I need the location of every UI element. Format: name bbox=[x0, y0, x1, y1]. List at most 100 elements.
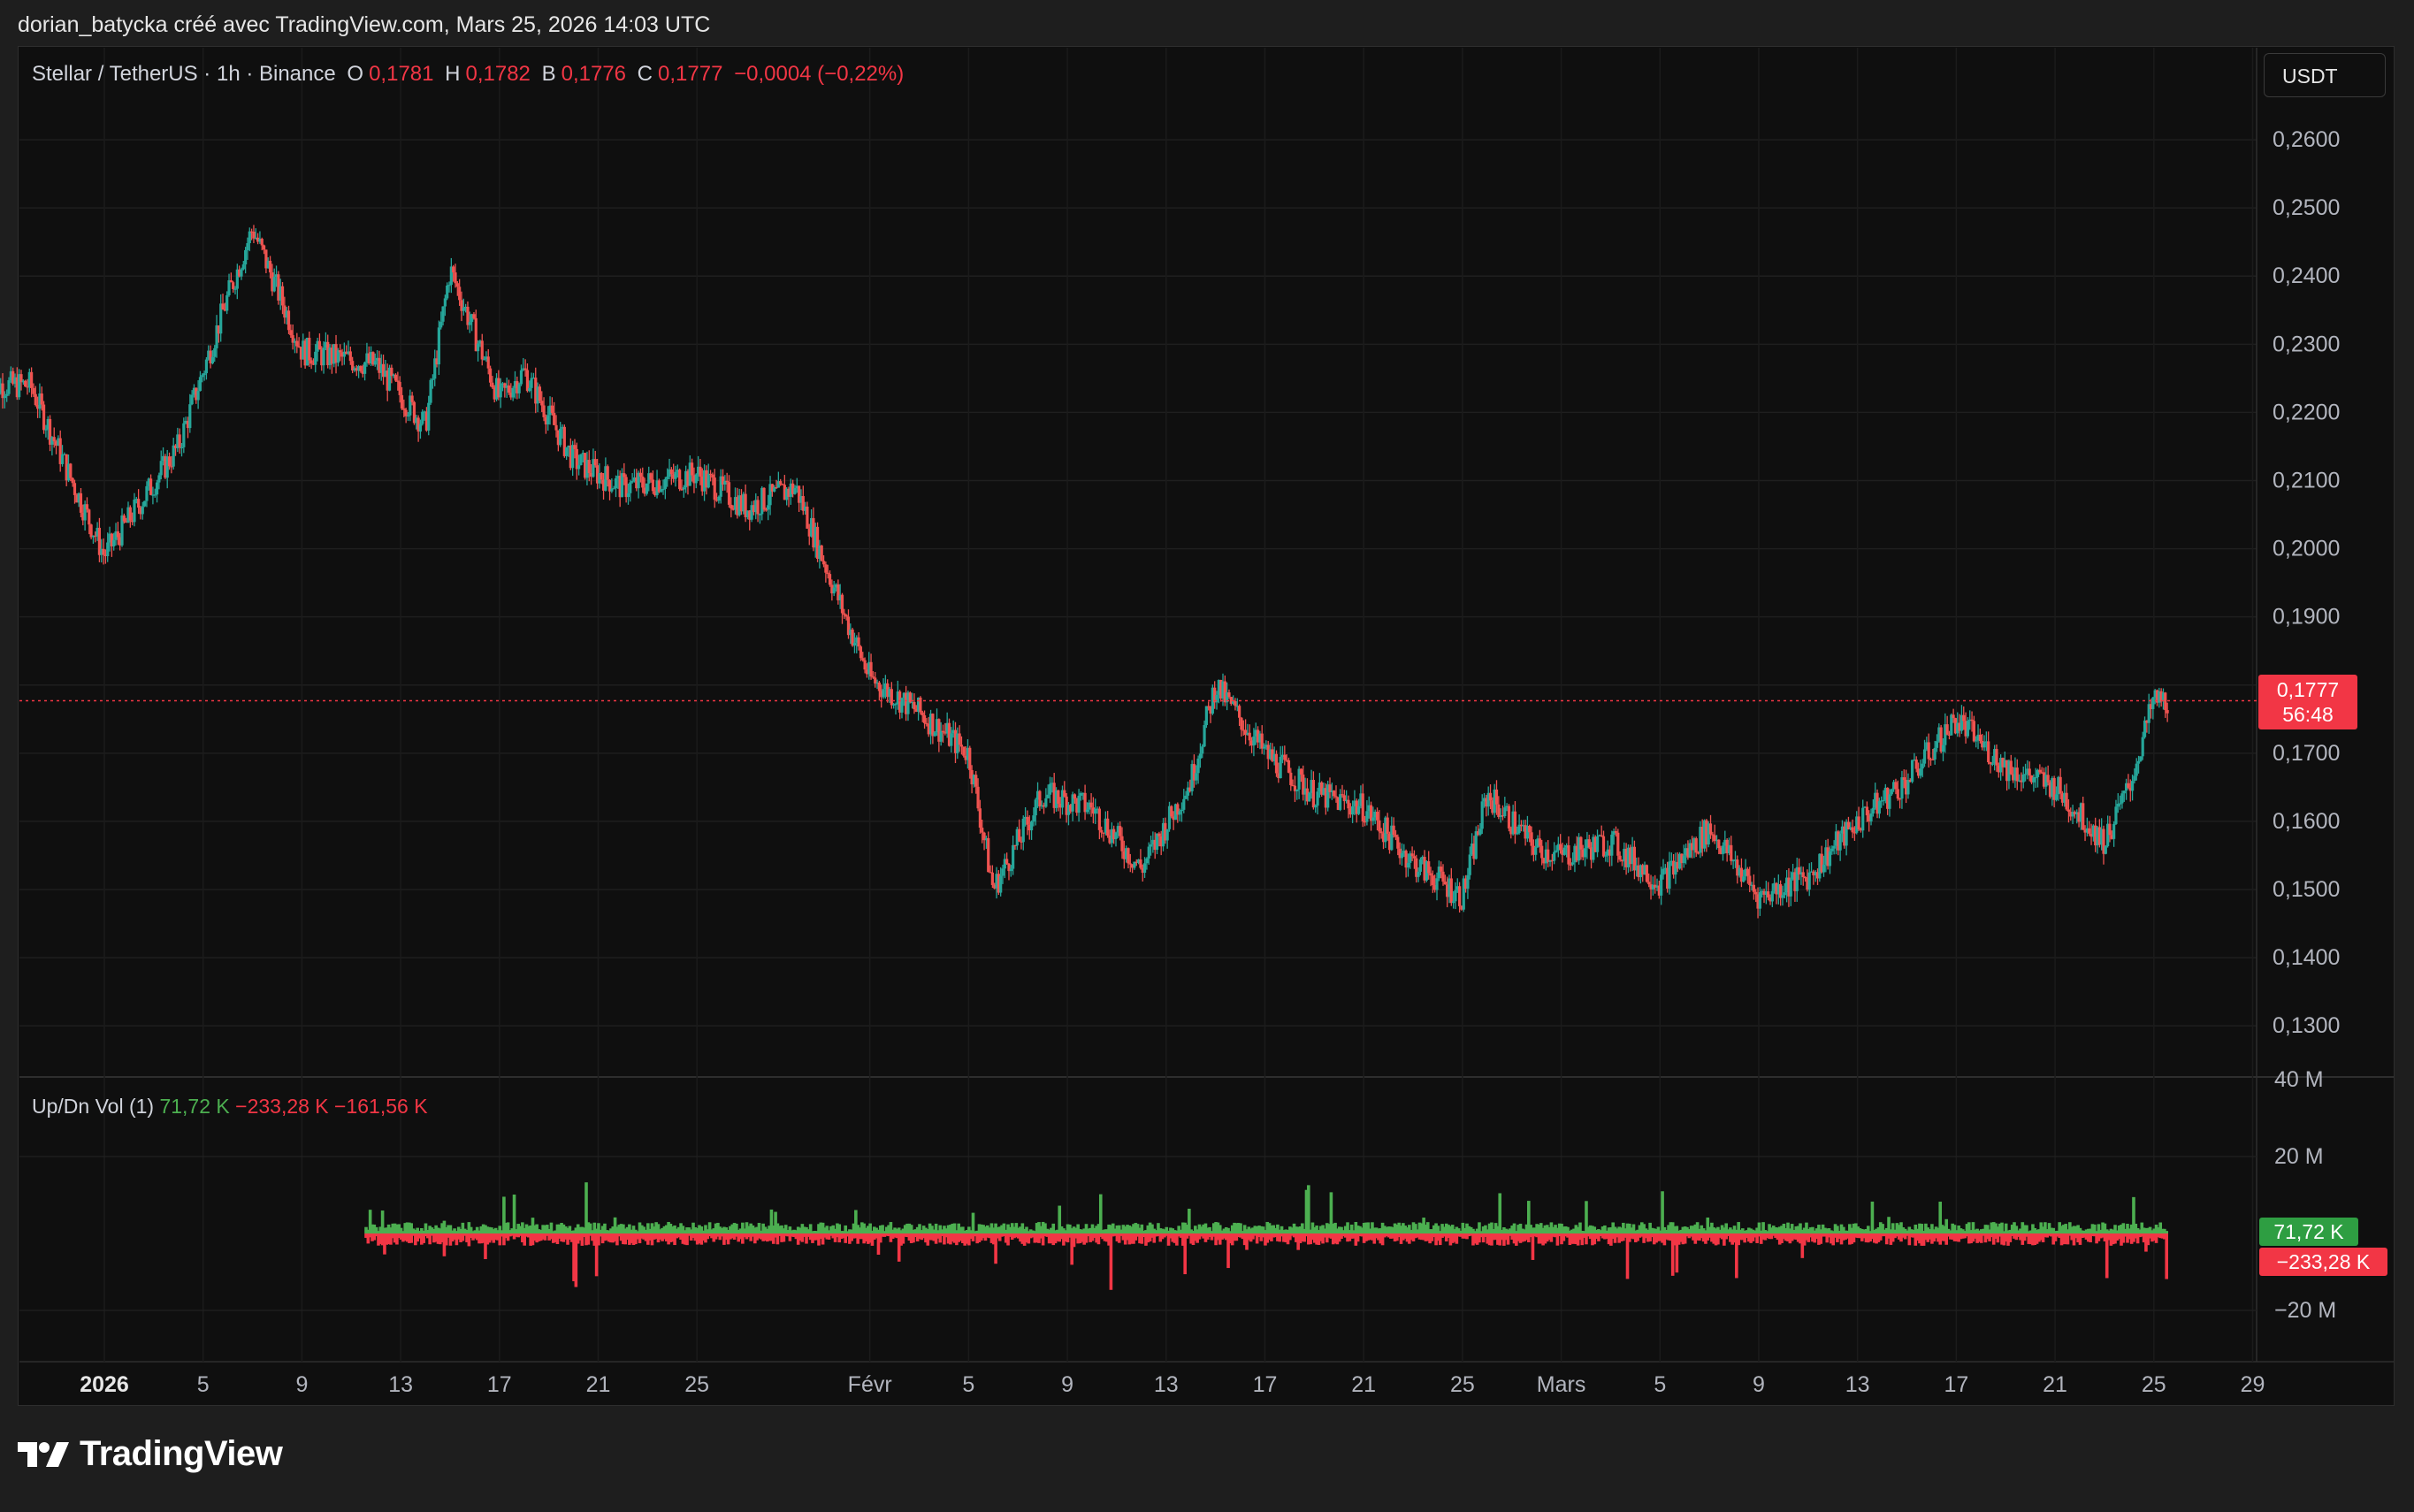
volume-down-bar bbox=[1051, 1233, 1056, 1246]
volume-up-bar bbox=[1937, 1227, 1940, 1233]
volume-down-bar bbox=[985, 1233, 989, 1238]
volume-up-bar bbox=[1241, 1231, 1245, 1233]
candle-body bbox=[1871, 807, 1875, 814]
volume-up-bar bbox=[1113, 1228, 1117, 1233]
volume-up-bar bbox=[2160, 1228, 2165, 1233]
volume-up-bar bbox=[1461, 1222, 1465, 1233]
candle-body bbox=[1968, 719, 1972, 722]
candle-body bbox=[737, 495, 741, 515]
volume-down-bar bbox=[881, 1233, 884, 1237]
candle-body bbox=[1975, 740, 1978, 742]
candle-body bbox=[538, 386, 542, 401]
candle-body bbox=[1699, 827, 1702, 853]
volume-up-bar bbox=[1658, 1230, 1662, 1233]
volume-down-bar bbox=[1461, 1233, 1465, 1239]
volume-up-bar bbox=[668, 1223, 673, 1233]
volume-down-bar bbox=[755, 1233, 759, 1241]
volume-up-bar bbox=[2056, 1230, 2059, 1233]
volume-up-bar bbox=[1656, 1226, 1661, 1233]
volume-up-bar bbox=[881, 1225, 884, 1233]
candle-body bbox=[519, 370, 523, 385]
candle-body bbox=[1902, 777, 1906, 780]
candle-body bbox=[283, 305, 286, 318]
volume-down-bar bbox=[1282, 1233, 1286, 1242]
volume-down-bar bbox=[385, 1233, 389, 1245]
candle-body bbox=[2161, 692, 2166, 702]
candle-body bbox=[1863, 806, 1867, 808]
candle-body bbox=[379, 363, 383, 373]
volume-up-bar bbox=[1836, 1226, 1839, 1233]
candle-body bbox=[1392, 825, 1395, 836]
candle-body bbox=[478, 340, 482, 344]
volume-down-bar bbox=[1819, 1233, 1823, 1244]
volume-up-bar bbox=[2117, 1225, 2121, 1233]
volume-down-bar bbox=[395, 1233, 399, 1245]
candle-body bbox=[1830, 848, 1834, 851]
candle-body bbox=[1959, 714, 1964, 731]
volume-up-bar bbox=[1566, 1226, 1570, 1233]
volume-up-bar bbox=[1402, 1223, 1405, 1233]
volume-up-bar bbox=[957, 1223, 961, 1233]
volume-down-bar bbox=[893, 1233, 897, 1238]
volume-down-bar bbox=[1833, 1233, 1837, 1238]
candle-body bbox=[581, 453, 584, 454]
volume-up-bar bbox=[1786, 1222, 1790, 1233]
candle-body bbox=[787, 488, 791, 497]
volume-up-bar bbox=[1119, 1229, 1123, 1233]
volume-up-bar bbox=[940, 1229, 944, 1233]
candle-body bbox=[719, 476, 722, 497]
volume-down-bar bbox=[1331, 1233, 1335, 1245]
volume-down-bar bbox=[1115, 1233, 1119, 1241]
volume-up-bar bbox=[878, 1225, 882, 1233]
volume-down-bar bbox=[1504, 1233, 1509, 1241]
candle-body bbox=[1684, 848, 1688, 856]
time-tick-label: 25 bbox=[2142, 1372, 2166, 1397]
candle-body bbox=[1322, 788, 1325, 795]
candle-body bbox=[1916, 768, 1921, 776]
volume-up-bar bbox=[1959, 1228, 1963, 1233]
volume-down-bar bbox=[1794, 1233, 1799, 1240]
candle-body bbox=[921, 712, 924, 716]
candle-body bbox=[663, 478, 667, 489]
volume-up-bar bbox=[985, 1225, 989, 1233]
volume-down-bar bbox=[930, 1233, 934, 1241]
candle-body bbox=[789, 483, 792, 497]
volume-up-bar bbox=[1364, 1222, 1368, 1233]
volume-up-bar bbox=[955, 1230, 959, 1233]
tradingview-logo[interactable]: TradingView bbox=[18, 1434, 283, 1474]
candle-body bbox=[2122, 790, 2126, 794]
volume-up-bar bbox=[523, 1227, 526, 1233]
candle-body bbox=[268, 260, 272, 273]
volume-down-bar bbox=[611, 1233, 615, 1243]
volume-down-bar bbox=[1971, 1233, 1975, 1242]
currency-button[interactable]: USDT bbox=[2264, 53, 2386, 97]
volume-up-bar bbox=[2146, 1227, 2150, 1233]
volume-down-bar bbox=[1270, 1233, 1273, 1241]
close-value: 0,1777 bbox=[658, 62, 723, 86]
volume-down-bar bbox=[1074, 1233, 1078, 1239]
volume-up-bar bbox=[1600, 1226, 1605, 1233]
volume-down-bar bbox=[1278, 1233, 1282, 1242]
volume-up-bar bbox=[650, 1223, 654, 1233]
volume-down-bar bbox=[1735, 1233, 1738, 1279]
candle-body bbox=[1548, 859, 1552, 862]
price-tick-label: 0,1900 bbox=[2273, 605, 2340, 630]
candle-body bbox=[435, 358, 439, 365]
volume-up-bar bbox=[1700, 1225, 1704, 1233]
volume-down-bar bbox=[1146, 1233, 1150, 1243]
candle-body bbox=[137, 499, 141, 508]
volume-down-bar bbox=[704, 1233, 707, 1243]
candle-body bbox=[999, 875, 1003, 893]
candle-body bbox=[182, 423, 186, 447]
volume-up-bar bbox=[2089, 1228, 2092, 1233]
volume-down-bar bbox=[1173, 1233, 1177, 1243]
volume-up-bar bbox=[691, 1222, 695, 1233]
candle-body bbox=[1964, 721, 1967, 737]
volume-up-bar bbox=[1821, 1224, 1825, 1233]
volume-up-bar bbox=[2121, 1223, 2126, 1233]
volume-up-bar bbox=[864, 1227, 868, 1233]
volume-down-bar bbox=[580, 1233, 584, 1246]
volume-down-bar bbox=[1858, 1233, 1862, 1239]
volume-up-bar bbox=[796, 1226, 800, 1233]
